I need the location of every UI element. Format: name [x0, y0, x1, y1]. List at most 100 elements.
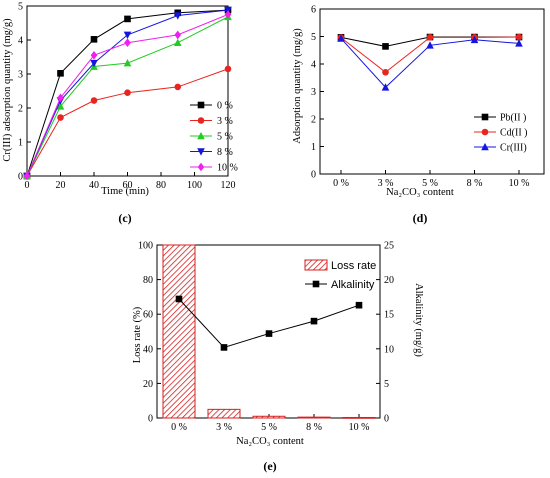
chart-e-alkalinity-line: [178, 298, 360, 348]
chart-d-ytick-label: 2: [311, 115, 316, 126]
chart-e-ytick-right-label: 25: [384, 241, 394, 252]
chart-d-legend-marker: [481, 128, 489, 136]
chart-c-data-point: [123, 31, 132, 39]
chart-c-xtick-label: 0: [25, 180, 30, 191]
chart-c-data-point: [90, 51, 98, 60]
chart-c-data-point: [57, 93, 64, 103]
chart-c-xtick-label: 20: [56, 180, 66, 191]
chart-c-data-point: [90, 97, 98, 104]
chart-c-xtick-label: 100: [187, 180, 202, 191]
chart-d-legend-label: Cr(III): [500, 143, 527, 154]
chart-d-data-point: [515, 39, 523, 47]
chart-d-ytick-label: 4: [311, 60, 316, 71]
chart-c-ytick-label: 3: [18, 70, 23, 81]
adsorption-vs-na2co3-chart: Adsorption quantity (mg/g) Na₂CO₃ conten…: [292, 5, 545, 225]
chart-c-series-line: [26, 9, 229, 177]
chart-e-alkalinity-point: [310, 317, 318, 325]
chart-e-bar: [297, 416, 331, 419]
chart-c-data-point: [174, 83, 182, 91]
chart-c-ytick-label: 1: [18, 138, 23, 149]
chart-d-xtick-label: 10 %: [509, 178, 530, 189]
chart-d-data-point: [382, 43, 389, 50]
chart-e-alkalinity-point: [175, 295, 183, 303]
chart-c-xlabel: Time (min): [101, 186, 149, 197]
chart-d-data-point: [426, 34, 434, 41]
chart-e-ytick-right-label: 5: [384, 379, 389, 390]
chart-e-xtick-label: 0 %: [171, 422, 187, 433]
chart-e-ytick-right-label: 0: [384, 414, 389, 425]
chart-c-xtick-label: 80: [156, 180, 166, 191]
chart-d-data-point: [426, 41, 434, 49]
chart-e-bar: [342, 416, 376, 419]
chart-c-legend-label: 0 %: [217, 101, 233, 112]
chart-d-data-point: [515, 33, 523, 41]
chart-c-data-point: [124, 15, 131, 23]
chart-c-legend-label: 5 %: [217, 132, 233, 143]
loss-rate-alkalinity-chart: Loss rate (%) Alkalinity (mg/g) Na₂CO₃ c…: [132, 241, 424, 474]
chart-c-data-point: [90, 36, 98, 43]
chart-c-legend-label: 8 %: [217, 147, 233, 158]
chart-e-legend-marker: [312, 280, 320, 288]
chart-c-data-point: [57, 70, 64, 77]
chart-e-ytick-left-label: 60: [143, 310, 153, 321]
chart-d-ytick-label: 0: [311, 170, 316, 181]
chart-c-legend-marker: [197, 162, 205, 172]
chart-c-data-point: [174, 30, 182, 40]
chart-c-data-point: [224, 10, 232, 19]
chart-e-alkalinity-point: [265, 330, 273, 337]
chart-d-ylabel: Adsorption quantity (mg/g): [292, 28, 303, 144]
chart-d-legend-marker: [481, 113, 489, 121]
chart-e-legend-bar-swatch: [304, 259, 328, 271]
chart-c-data-point: [57, 114, 64, 121]
chart-e-xtick-label: 3 %: [216, 422, 232, 433]
chart-d-data-point: [381, 83, 390, 91]
chart-d-xtick-label: 3 %: [378, 178, 394, 189]
chart-c-xtick-label: 60: [123, 180, 133, 191]
chart-e-ytick-right-label: 20: [384, 275, 394, 286]
chart-c-ylabel: Cr(III) adsorption quantity (mg/g): [2, 18, 13, 162]
chart-c-data-point: [90, 59, 98, 68]
chart-e-legend-label: Loss rate: [331, 260, 376, 272]
chart-c-ytick-label: 0: [18, 172, 23, 183]
chart-d-legend-marker: [481, 142, 489, 151]
chart-e-alkalinity-point: [220, 344, 228, 351]
chart-c-series-line: [26, 68, 229, 177]
chart-c-legend-marker: [197, 101, 205, 109]
chart-c-ytick-label: 4: [18, 36, 23, 47]
chart-d-caption: (d): [413, 211, 428, 225]
chart-d-xlabel: Na₂CO₃ content: [386, 187, 454, 198]
chart-e-bar: [162, 244, 196, 419]
chart-e-xtick-label: 8 %: [306, 422, 322, 433]
chart-e-xtick-label: 5 %: [261, 422, 277, 433]
chart-c-data-point: [123, 59, 132, 67]
chart-d-ytick-label: 1: [311, 142, 316, 153]
chart-c-data-point: [124, 89, 131, 96]
chart-c-data-point: [224, 65, 232, 73]
chart-d-ytick-label: 3: [311, 87, 316, 98]
chart-c-caption: (c): [118, 211, 131, 225]
chart-e-ylabel-left: Loss rate (%): [132, 306, 143, 363]
chart-e-bar: [252, 415, 286, 419]
chart-d-xtick-label: 5 %: [422, 178, 438, 189]
chart-d-legend-label: Cd(II ): [500, 128, 528, 139]
chart-d-data-point: [470, 35, 479, 44]
chart-d-xtick-label: 8 %: [467, 178, 483, 189]
chart-d-ytick-label: 5: [311, 32, 316, 43]
chart-d-ytick-label: 6: [311, 5, 316, 16]
chart-d-data-point: [382, 68, 389, 76]
chart-c-legend-marker: [197, 131, 205, 140]
chart-d-data-point: [337, 34, 345, 42]
chart-e-xlabel: Na₂CO₃ content: [236, 436, 304, 447]
chart-c-ytick-label: 2: [18, 104, 23, 115]
chart-e-ytick-left-label: 0: [148, 414, 153, 425]
chart-e-ytick-left-label: 40: [143, 344, 153, 355]
chart-e-bar: [207, 408, 241, 419]
chart-c-legend-label: 3 %: [217, 116, 233, 127]
chart-d-legend-label: Pb(II ): [500, 113, 526, 124]
chart-d-xtick-label: 0 %: [333, 178, 349, 189]
chart-c-data-point: [173, 38, 182, 47]
chart-e-ylabel-right: Alkalinity (mg/g): [413, 283, 424, 357]
chart-e-alkalinity-point: [355, 301, 363, 309]
chart-c-ytick-label: 5: [18, 2, 23, 13]
chart-c-legend-label: 10 %: [217, 163, 238, 174]
